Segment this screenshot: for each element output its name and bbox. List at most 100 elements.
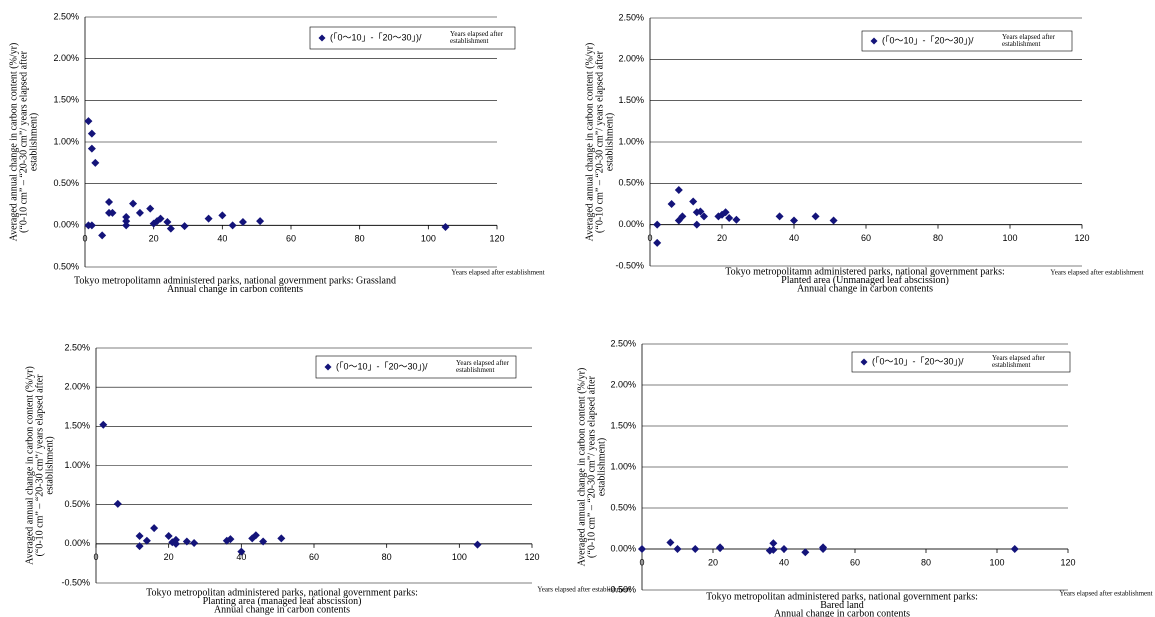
x-tick-label: 60 <box>309 552 319 562</box>
y-tick-label: 0.50% <box>53 178 79 188</box>
data-point <box>721 208 730 217</box>
x-tick-label: 100 <box>1002 233 1017 243</box>
y-tick-label: 0.00% <box>618 219 644 229</box>
x-tick-label: 40 <box>789 233 799 243</box>
x-tick-label: 40 <box>217 234 227 244</box>
chart: -0.50% 0.00% 0.50% 1.00% 1.50% 2.00% 2.50% 0 20 4… <box>24 342 630 615</box>
x-axis-label: Years elapsed after establishment <box>1050 269 1143 277</box>
data-point <box>801 548 810 557</box>
data-point <box>87 129 96 138</box>
chart-title: Tokyo metropolitan administered parks, n… <box>706 591 978 602</box>
data-point <box>829 216 838 225</box>
y-tick-label: 0.00% <box>53 220 79 230</box>
data-point <box>190 539 199 548</box>
y-tick-label: 1.00% <box>610 461 636 471</box>
x-tick-label: 20 <box>164 552 174 562</box>
x-tick-label: 80 <box>382 552 392 562</box>
x-tick-label: 60 <box>850 557 860 567</box>
data-point <box>228 221 237 230</box>
data-point <box>218 211 227 220</box>
data-point <box>135 532 144 540</box>
data-point <box>259 537 268 546</box>
legend-note: Years elapsed after <box>456 359 510 367</box>
y-tick-label: 1.50% <box>64 421 90 431</box>
y-tick-label: 0.00% <box>610 543 636 553</box>
x-tick-label: 0 <box>647 233 652 243</box>
x-tick-label: 40 <box>236 552 246 562</box>
chart-title: Annual change in carbon contents <box>797 283 933 294</box>
data-point <box>689 197 698 206</box>
legend-note: establishment <box>992 361 1031 369</box>
x-tick-label: 120 <box>1060 557 1075 567</box>
x-tick-label: 0 <box>93 552 98 562</box>
data-point <box>811 212 820 221</box>
chart: 0.50% 0.00% 0.50% 1.00% 1.50% 2.00% 2.50% 0 20 40… <box>8 11 544 294</box>
y-tick-label: 0.50% <box>64 499 90 509</box>
data-point <box>156 214 165 223</box>
data-point <box>716 544 725 553</box>
y-axis-label: establishment) <box>596 438 607 496</box>
y-tick-label: 2.00% <box>64 382 90 392</box>
y-tick-label: 0.50% <box>618 178 644 188</box>
legend-note: Years elapsed after <box>450 30 504 38</box>
x-tick-label: 40 <box>779 557 789 567</box>
x-tick-label: 20 <box>708 557 718 567</box>
y-tick-label: 2.50% <box>610 338 636 348</box>
data-point <box>91 158 100 167</box>
y-tick-label: 2.00% <box>610 379 636 389</box>
data-point <box>180 222 189 231</box>
legend-box <box>315 355 517 379</box>
y-tick-label: 1.00% <box>53 136 79 146</box>
legend-note: Years elapsed after <box>1002 33 1056 41</box>
data-point <box>732 215 741 224</box>
data-point <box>256 217 265 226</box>
y-tick-label: 1.50% <box>53 95 79 105</box>
legend-label: (「0～10」-「20～30」)/ <box>336 361 428 371</box>
data-point <box>99 420 108 429</box>
y-tick-label: -0.50% <box>615 260 644 270</box>
data-point <box>237 547 246 556</box>
x-tick-label: 100 <box>989 557 1004 567</box>
data-point <box>725 214 734 223</box>
y-tick-label: 2.50% <box>64 342 90 352</box>
y-tick-label: -0.50% <box>607 584 636 594</box>
legend-note: Years elapsed after <box>992 354 1046 362</box>
x-tick-label: 80 <box>355 234 365 244</box>
legend-label: (「0～10」-「20～30」)/ <box>882 35 974 45</box>
y-axis-label: Averaged annual change in carbon content… <box>24 366 35 565</box>
data-point <box>780 545 788 553</box>
legend-marker <box>860 358 868 366</box>
data-point <box>163 218 172 226</box>
chart-title: Tokyo metropolitan administered parks, n… <box>146 587 418 598</box>
x-tick-label: 120 <box>489 234 504 244</box>
x-tick-label: 20 <box>149 234 159 244</box>
x-tick-label: 0 <box>82 234 87 244</box>
y-axis-label: establishment) <box>604 113 615 171</box>
data-point <box>666 538 675 547</box>
data-point <box>84 117 93 126</box>
data-point <box>150 524 159 533</box>
legend-note: establishment <box>1002 40 1041 48</box>
data-point <box>122 217 131 226</box>
chart: -0.50% 0.00% 0.50% 1.00% 1.50% 2.00% 2.50% 0 20 4… <box>576 338 1152 617</box>
data-point <box>674 185 683 194</box>
data-point <box>171 539 180 548</box>
legend-note: establishment <box>456 366 495 374</box>
x-tick-label: 60 <box>861 233 871 243</box>
data-point <box>182 537 191 546</box>
x-tick-label: 120 <box>524 552 539 562</box>
data-point <box>673 545 682 553</box>
data-point <box>277 534 286 543</box>
y-tick-label: 2.00% <box>53 53 79 63</box>
y-axis-label: Averaged annual change in carbon content… <box>576 368 587 567</box>
data-point <box>819 545 828 553</box>
legend-label: (「0～10」-「20～30」)/ <box>872 356 964 366</box>
y-axis-label: (“0-10 cm” – “20-30 cm”/ years elapsed a… <box>594 50 605 233</box>
data-point <box>135 542 144 551</box>
x-tick-label: 60 <box>286 234 296 244</box>
data-point <box>108 208 117 217</box>
data-point <box>769 545 778 554</box>
y-tick-label: 1.50% <box>618 95 644 105</box>
